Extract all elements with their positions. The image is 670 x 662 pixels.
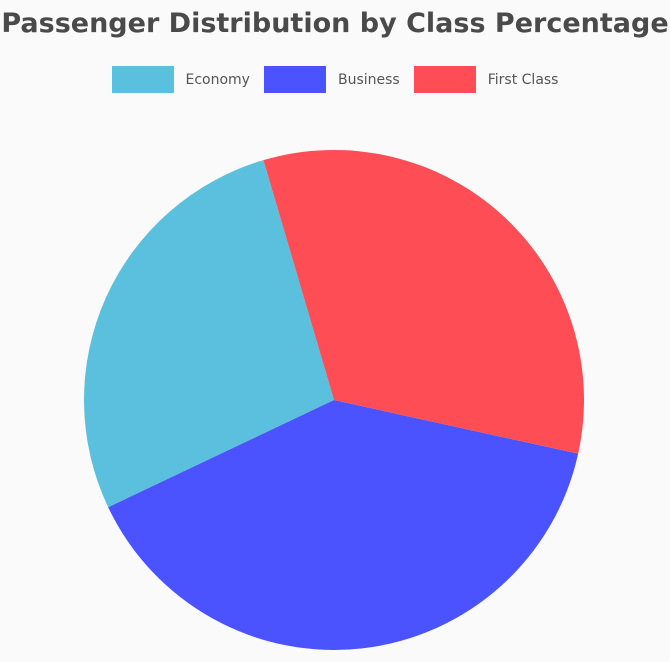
legend-item-first-class[interactable]: First Class — [413, 66, 559, 93]
legend-label-first-class: First Class — [487, 71, 559, 88]
pie-slice-economy[interactable] — [84, 160, 334, 508]
legend-label-economy: Economy — [185, 71, 250, 88]
chart-title: Passenger Distribution by Class Percenta… — [1, 8, 669, 39]
legend-swatch-first-class — [413, 66, 476, 93]
legend-swatch-business — [263, 66, 326, 93]
legend-item-economy[interactable]: Economy — [111, 66, 250, 93]
pie-slice-first-class[interactable] — [263, 149, 584, 454]
pie-slice-business[interactable] — [108, 400, 579, 650]
legend-label-business: Business — [337, 71, 400, 88]
chart-legend: Economy Business First Class — [0, 66, 670, 93]
legend-swatch-economy — [111, 66, 174, 93]
legend-item-business[interactable]: Business — [263, 66, 400, 93]
